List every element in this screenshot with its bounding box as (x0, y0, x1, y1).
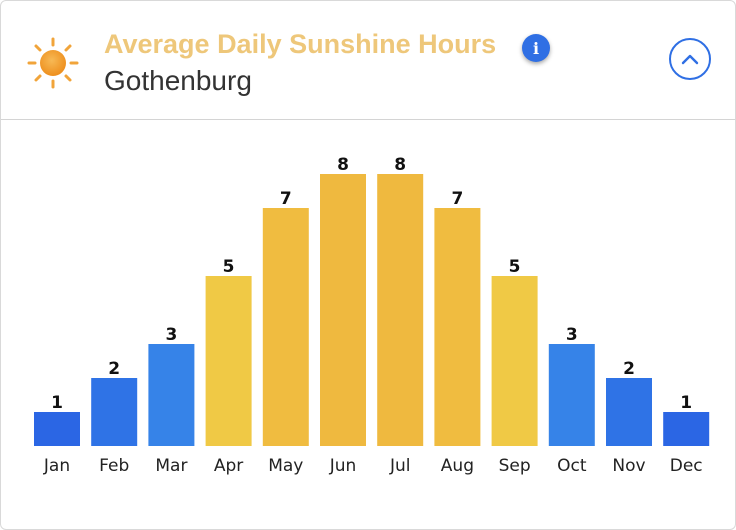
month-tick-label: May (268, 456, 303, 476)
month-tick-label: Jan (43, 456, 70, 476)
bar-value-label: 2 (108, 359, 120, 379)
bar-nov (606, 378, 652, 446)
bar-value-label: 7 (451, 189, 463, 209)
month-tick-label: Mar (155, 456, 187, 476)
bar-mar (148, 344, 195, 446)
month-tick-label: Feb (99, 456, 129, 476)
bar-value-label: 5 (223, 257, 235, 277)
month-tick-label: Apr (214, 456, 243, 476)
month-tick-label: Nov (612, 456, 645, 476)
bar-may (262, 208, 309, 446)
bar-aug (434, 208, 481, 446)
bar-value-label: 1 (51, 393, 63, 413)
month-tick-label: Jul (389, 456, 411, 476)
page-title: Average Daily Sunshine Hours (104, 29, 497, 59)
month-tick-label: Dec (670, 456, 703, 476)
bar-value-label: 8 (337, 155, 349, 175)
info-icon[interactable]: i (522, 34, 550, 62)
bar-dec (663, 412, 710, 446)
chevron-up-icon (681, 54, 699, 65)
collapse-button[interactable] (669, 38, 711, 80)
bar-sep (491, 276, 538, 446)
bar-value-label: 3 (566, 325, 578, 345)
bar-oct (548, 344, 595, 446)
sunshine-bar-chart: 1 Jan 2 Feb 3 Mar 5 Apr 7 May 8 Jun 8 Jul 7 Aug 5 Sep 3 Oct… (34, 155, 710, 476)
bar-jun (320, 174, 366, 446)
month-tick-label: Oct (557, 456, 587, 476)
bar-apr (205, 276, 252, 446)
bar-value-label: 3 (165, 325, 177, 345)
bar-value-label: 2 (623, 359, 635, 379)
bar-value-label: 1 (680, 393, 692, 413)
bar-jan (34, 412, 80, 446)
sun-icon (27, 37, 79, 89)
month-tick-label: Aug (441, 456, 474, 476)
bar-value-label: 7 (280, 189, 292, 209)
bar-jul (377, 174, 424, 446)
card-header: Average Daily Sunshine Hours Gothenburg … (1, 1, 735, 120)
bar-feb (91, 378, 138, 446)
bar-value-label: 5 (509, 257, 521, 277)
bar-value-label: 8 (394, 155, 406, 175)
month-tick-label: Sep (499, 456, 531, 476)
location-subtitle: Gothenburg (104, 65, 252, 96)
month-tick-label: Jun (329, 456, 357, 476)
